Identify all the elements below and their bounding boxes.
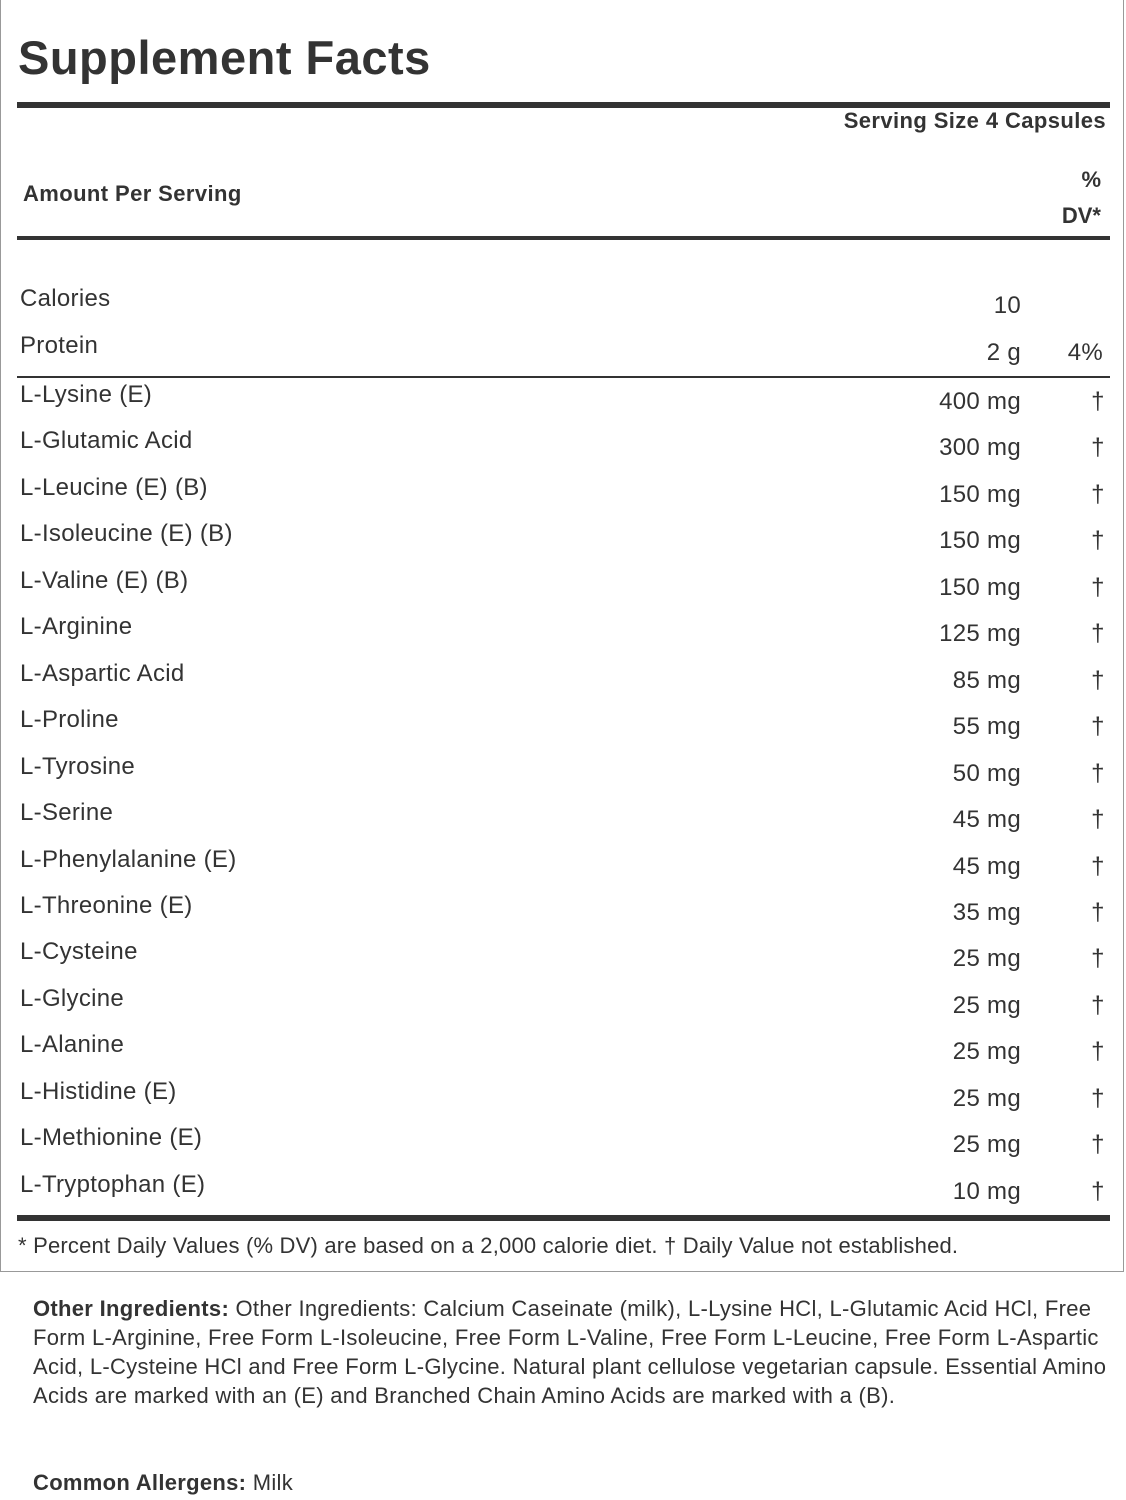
column-header: Amount Per Serving — [23, 181, 242, 206]
daily-value: † — [1091, 573, 1105, 601]
nutrient-name: L-Aspartic Acid — [20, 659, 185, 687]
rule — [17, 1215, 1110, 1221]
amount: 85 mg — [952, 666, 1021, 694]
label: Common Allergens: — [33, 1470, 247, 1495]
nutrient-name: L-Histidine (E) — [20, 1077, 177, 1105]
daily-value: † — [1091, 852, 1105, 880]
amount: 25 mg — [952, 945, 1021, 973]
daily-value: † — [1091, 666, 1105, 694]
amount: 25 mg — [952, 1084, 1021, 1112]
nutrient-name: Protein — [20, 332, 99, 359]
daily-value: 4% — [1067, 339, 1103, 366]
nutrient-name: L-Arginine — [20, 613, 133, 641]
text: Milk — [252, 1470, 294, 1495]
nutrient-name: L-Serine — [20, 799, 114, 827]
rule — [17, 376, 1110, 378]
daily-value: † — [1091, 1084, 1105, 1112]
nutrient-name: L-Isoleucine (E) (B) — [20, 520, 233, 548]
label: Other Ingredients: — [33, 1296, 230, 1321]
daily-value: † — [1091, 991, 1105, 1019]
allergens: Common Allergens: Milk — [33, 1470, 293, 1496]
title: Supplement Facts — [18, 31, 431, 84]
amount: 35 mg — [952, 898, 1021, 926]
nutrient-name: L-Glycine — [20, 984, 125, 1012]
text: Other Ingredients: Calcium Caseinate (mi… — [33, 1296, 1107, 1408]
amount: 50 mg — [952, 759, 1021, 787]
daily-value: † — [1091, 1131, 1105, 1159]
rule — [17, 236, 1110, 240]
amount: 2 g — [986, 339, 1021, 366]
supplement-facts-panel: Supplement Facts Serving Size 4 Capsules… — [0, 0, 1124, 1272]
daily-value: † — [1091, 1038, 1105, 1066]
daily-value: † — [1091, 620, 1105, 648]
amount: 10 — [993, 292, 1021, 319]
daily-value: † — [1091, 898, 1105, 926]
nutrient-name: L-Glutamic Acid — [20, 427, 193, 455]
daily-value: † — [1091, 806, 1105, 834]
daily-value: † — [1091, 480, 1105, 508]
amount: 55 mg — [952, 713, 1021, 741]
nutrient-name: L-Valine (E) (B) — [20, 566, 189, 594]
daily-value: † — [1091, 713, 1105, 741]
nutrient-name: L-Tryptophan (E) — [20, 1170, 206, 1198]
daily-value: † — [1091, 1177, 1105, 1205]
amount: 150 mg — [939, 480, 1021, 508]
amount: 45 mg — [952, 806, 1021, 834]
amount: 300 mg — [939, 434, 1021, 462]
amount: 125 mg — [939, 620, 1021, 648]
daily-value: † — [1091, 388, 1105, 415]
daily-value: † — [1091, 527, 1105, 555]
daily-value: † — [1091, 434, 1105, 462]
rule — [17, 102, 1110, 108]
amount: 150 mg — [939, 527, 1021, 555]
other-ingredients: Other Ingredients: Other Ingredients: Ca… — [33, 1294, 1126, 1410]
serving-size: Serving Size 4 Capsules — [843, 108, 1106, 133]
daily-value: † — [1091, 945, 1105, 973]
amount: 400 mg — [939, 388, 1021, 415]
nutrient-name: L-Threonine (E) — [20, 891, 193, 919]
nutrient-name: L-Methionine (E) — [20, 1124, 203, 1152]
nutrient-name: L-Proline — [20, 706, 119, 734]
nutrient-name: L-Leucine (E) (B) — [20, 473, 208, 501]
nutrient-name: L-Cysteine — [20, 938, 138, 966]
nutrient-name: L-Lysine (E) — [20, 381, 153, 408]
daily-value: † — [1091, 759, 1105, 787]
footnote: * Percent Daily Values (% DV) are based … — [18, 1233, 959, 1258]
nutrient-name: L-Alanine — [20, 1031, 125, 1059]
amount: 150 mg — [939, 573, 1021, 601]
column-header: % DV* — [1061, 167, 1101, 228]
amount: 45 mg — [952, 852, 1021, 880]
amount: 25 mg — [952, 1038, 1021, 1066]
amount: 25 mg — [952, 1131, 1021, 1159]
nutrient-name: Calories — [20, 285, 111, 312]
amount: 10 mg — [952, 1177, 1021, 1205]
nutrient-name: L-Phenylalanine (E) — [20, 845, 237, 873]
nutrient-name: L-Tyrosine — [20, 752, 136, 780]
amount: 25 mg — [952, 991, 1021, 1019]
